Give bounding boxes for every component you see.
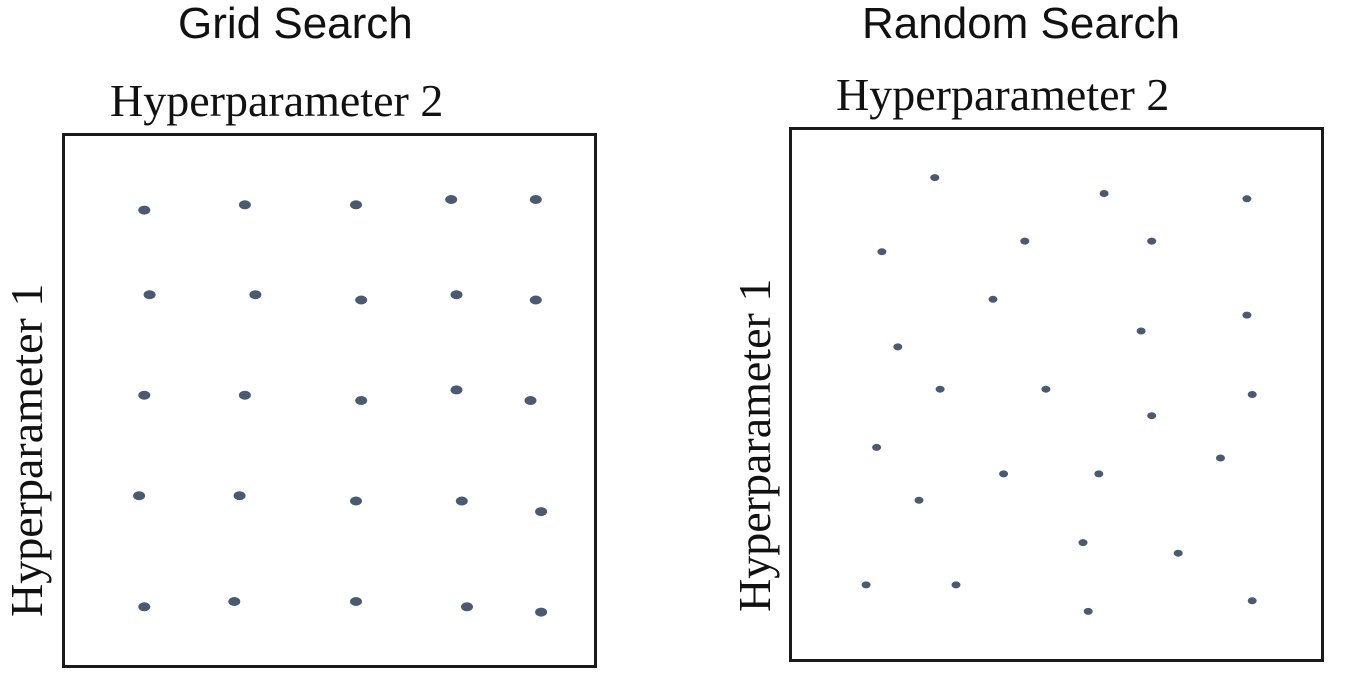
random-point-18	[999, 470, 1009, 478]
random-point-25	[1247, 597, 1257, 605]
random-point-14	[872, 443, 882, 451]
grid-point-2	[238, 200, 251, 210]
grid-point-15	[524, 396, 537, 405]
grid-point-13	[355, 396, 368, 405]
grid-point-25	[535, 607, 548, 617]
random-point-19	[1094, 470, 1104, 478]
grid-point-6	[143, 290, 156, 300]
grid-point-17	[233, 491, 246, 501]
random-point-6	[1147, 237, 1157, 245]
grid-point-21	[138, 602, 151, 612]
grid-point-1	[138, 205, 151, 215]
grid-point-23	[350, 597, 362, 606]
grid-search-scatter	[133, 195, 548, 617]
random-search-title: Random Search	[862, 0, 1180, 48]
random-point-12	[1041, 385, 1051, 393]
grid-y-axis-label: Hyperparameter 1	[1, 283, 52, 617]
grid-point-18	[350, 496, 362, 506]
random-point-17	[914, 496, 924, 504]
random-search-plot	[789, 127, 1324, 662]
random-point-7	[988, 295, 998, 303]
random-point-15	[1147, 412, 1157, 420]
random-point-22	[861, 581, 871, 589]
grid-point-19	[455, 496, 468, 506]
random-x-axis-label: Hyperparameter 2	[836, 69, 1170, 120]
random-point-4	[877, 248, 887, 256]
grid-point-20	[535, 507, 548, 517]
grid-point-10	[529, 295, 542, 305]
random-point-2	[1099, 190, 1109, 197]
grid-point-22	[228, 597, 241, 606]
random-point-11	[935, 385, 945, 393]
grid-search-plot	[62, 133, 597, 668]
grid-point-11	[138, 390, 151, 400]
random-point-10	[893, 343, 903, 351]
random-point-3	[1242, 195, 1252, 203]
grid-point-16	[133, 491, 146, 501]
random-point-1	[930, 174, 940, 182]
grid-point-3	[350, 200, 362, 210]
grid-search-title: Grid Search	[178, 0, 413, 48]
random-point-20	[1078, 539, 1088, 547]
random-point-24	[1083, 607, 1093, 615]
grid-point-14	[450, 385, 463, 395]
random-point-9	[1242, 311, 1252, 319]
random-point-8	[1136, 327, 1146, 335]
grid-point-7	[249, 290, 262, 300]
grid-point-9	[450, 290, 463, 300]
grid-point-5	[529, 195, 542, 204]
random-point-13	[1247, 391, 1257, 398]
random-point-5	[1020, 237, 1030, 245]
random-point-16	[1216, 454, 1225, 462]
grid-point-12	[238, 390, 251, 400]
random-point-21	[1173, 549, 1183, 557]
random-point-23	[951, 581, 961, 589]
random-y-axis-label: Hyperparameter 1	[729, 278, 780, 612]
grid-point-24	[461, 602, 473, 612]
random-search-scatter	[861, 174, 1257, 615]
grid-point-4	[445, 195, 458, 204]
grid-point-8	[355, 295, 368, 305]
grid-x-axis-label: Hyperparameter 2	[110, 75, 444, 126]
